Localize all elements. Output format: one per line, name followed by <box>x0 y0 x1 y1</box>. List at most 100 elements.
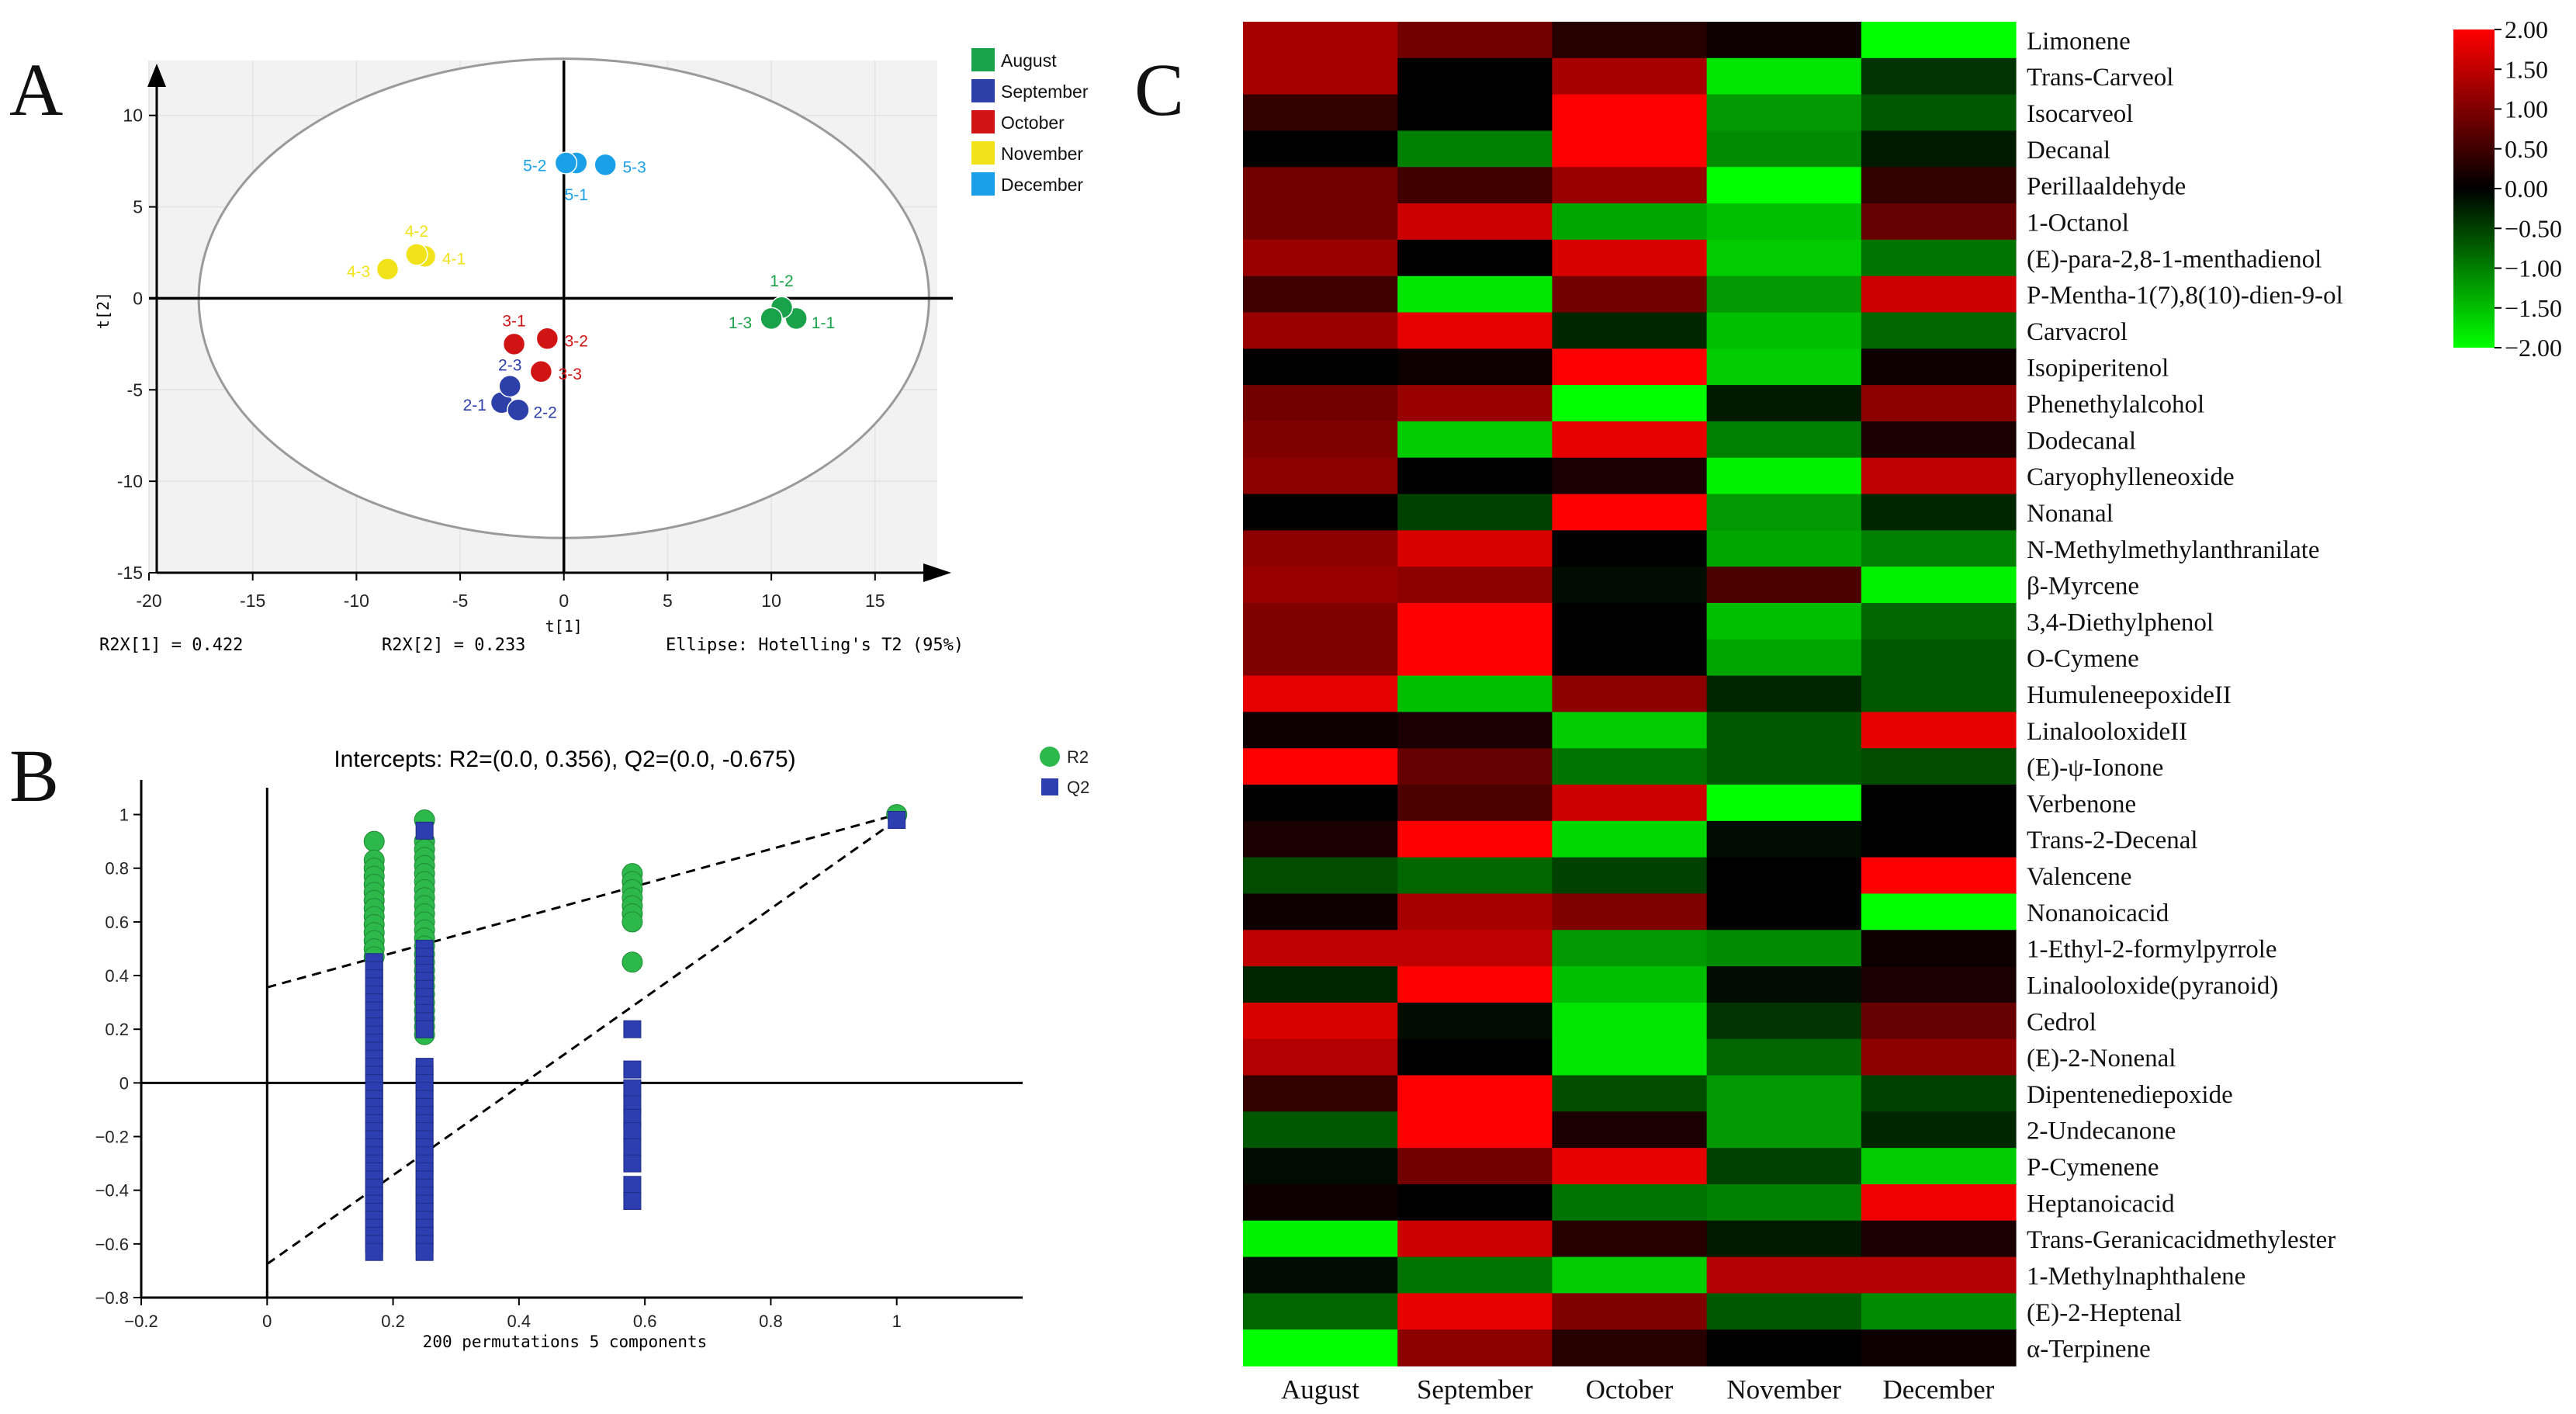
heatmap-row-label: Limonene <box>2027 27 2131 55</box>
x-tick-label: 0 <box>559 591 569 611</box>
heatmap-row-label: Cedrol <box>2027 1008 2096 1036</box>
heatmap-cell <box>1552 94 1708 132</box>
heatmap-cell <box>1552 421 1708 459</box>
permutation-xlabel: 200 permutations 5 components <box>423 1333 708 1351</box>
heatmap-row-label: Verbenone <box>2027 790 2136 818</box>
heatmap-cell <box>1243 857 1398 895</box>
heatmap-cell <box>1861 712 2017 749</box>
heatmap-cell <box>1552 820 1708 858</box>
heatmap-cell <box>1243 203 1398 241</box>
heatmap-cell <box>1706 639 1862 677</box>
score-point <box>405 243 428 266</box>
score-point-label: 5-1 <box>565 186 588 204</box>
heatmap-cell <box>1243 748 1398 785</box>
heatmap-cell <box>1861 930 2017 967</box>
heatmap-cell <box>1243 893 1398 931</box>
legend-label: R2 <box>1067 747 1089 767</box>
heatmap-cell <box>1552 1220 1708 1258</box>
heatmap-cell <box>1861 1111 2017 1149</box>
y-tick-label: 5 <box>133 197 143 217</box>
heatmap-cell <box>1243 712 1398 749</box>
r2x2-label: R2X[2] = 0.233 <box>382 636 525 655</box>
score-point <box>507 398 530 421</box>
heatmap-cell <box>1706 1329 1862 1367</box>
legend-swatch <box>971 48 995 71</box>
heatmap-row-label: Decanal <box>2027 137 2110 165</box>
heatmap-cell <box>1397 530 1553 567</box>
permutation-y-tick-label: −0.8 <box>95 1288 129 1308</box>
colorbar-tick-label: −1.50 <box>2505 294 2562 322</box>
heatmap-column-label: November <box>1726 1374 1841 1405</box>
heatmap-row-label: Trans-Geranicacidmethylester <box>2027 1226 2335 1254</box>
heatmap-cell <box>1397 385 1553 422</box>
heatmap-cell <box>1397 22 1553 59</box>
heatmap-cell <box>1861 494 2017 531</box>
heatmap-cell <box>1552 1038 1708 1076</box>
permutation-ticks: −0.2 0 0.2 0.4 0.6 0.8 1 −0.8 −0.6 −0.4 −0.2 0 0.2 0.… <box>95 806 902 1331</box>
heatmap-row-label: Perillaaldehyde <box>2027 173 2186 201</box>
heatmap-cell <box>1397 57 1553 95</box>
heatmap-cell <box>1861 94 2017 132</box>
panel-letter-a: A <box>9 48 63 131</box>
heatmap-cell <box>1243 57 1398 95</box>
colorbar-tick-label: 2.00 <box>2505 16 2548 43</box>
permutation-regression-lines <box>266 813 898 1266</box>
y-tick-label: 0 <box>133 288 143 308</box>
heatmap-cell <box>1861 1329 2017 1367</box>
heatmap-cell <box>1706 748 1862 785</box>
x-tick-label: 10 <box>761 591 781 611</box>
heatmap-cell <box>1706 57 1862 95</box>
heatmap-cell <box>1706 567 1862 604</box>
heatmap-cell <box>1243 385 1398 422</box>
permutation-plot-panel: Intercepts: R2=(0.0, 0.356), Q2=(0.0, -0… <box>95 747 1089 1351</box>
heatmap-row-label: Linalooloxide(pyranoid) <box>2027 972 2278 1000</box>
heatmap-cell <box>1706 1111 1862 1149</box>
heatmap-cell <box>1861 785 2017 822</box>
heatmap-cell <box>1706 893 1862 931</box>
q2-point <box>623 1079 642 1097</box>
heatmap-cell <box>1243 1038 1398 1076</box>
heatmap-cell <box>1397 567 1553 604</box>
legend-label: October <box>1001 113 1065 133</box>
heatmap-cell <box>1861 385 2017 422</box>
permutation-axes <box>140 780 1023 1299</box>
heatmap-cell <box>1706 457 1862 495</box>
heatmap-cell <box>1861 639 2017 677</box>
q2-point <box>415 1020 434 1038</box>
heatmap-column-label: September <box>1417 1374 1533 1405</box>
permutation-y-tick-label: 1 <box>119 806 129 825</box>
score-plot-legend: August September October November December <box>971 48 1089 196</box>
heatmap-cell <box>1861 1002 2017 1040</box>
legend-label: Q2 <box>1067 778 1089 797</box>
heatmap-cell <box>1243 312 1398 349</box>
heatmap-cell <box>1397 675 1553 713</box>
heatmap-cell <box>1706 530 1862 567</box>
heatmap-cell <box>1243 22 1398 59</box>
x-axis-arrow <box>923 563 951 582</box>
heatmap-cell <box>1243 1111 1398 1149</box>
heatmap-row-label: (E)-para-2,8-1-menthadienol <box>2027 245 2322 273</box>
score-point <box>376 257 400 281</box>
x-tick-label: 5 <box>663 591 673 611</box>
y-tick-label: -15 <box>117 563 143 583</box>
heatmap-cell <box>1861 276 2017 314</box>
score-plot-ticks: -20 -15 -10 -5 0 5 10 15 -15 -10 -5 0 5 10 <box>117 106 885 611</box>
score-point-label: 4-1 <box>442 251 466 269</box>
score-point <box>502 332 526 356</box>
heatmap-cell <box>1706 130 1862 168</box>
heatmap-cell <box>1397 1111 1553 1149</box>
heatmap-cell <box>1243 1293 1398 1330</box>
heatmap-cell <box>1706 1002 1862 1040</box>
heatmap-cell <box>1243 675 1398 713</box>
heatmap-cell <box>1243 785 1398 822</box>
score-plot-xlabel: t[1] <box>545 617 583 636</box>
permutation-y-tick-label: −0.2 <box>95 1128 129 1147</box>
x-tick-label: -10 <box>344 591 369 611</box>
legend-swatch <box>971 79 995 102</box>
heatmap-cell <box>1861 57 2017 95</box>
heatmap-cell <box>1861 1038 2017 1076</box>
heatmap-cell <box>1706 167 1862 204</box>
heatmap-cell <box>1552 203 1708 241</box>
heatmap-cell <box>1706 203 1862 241</box>
